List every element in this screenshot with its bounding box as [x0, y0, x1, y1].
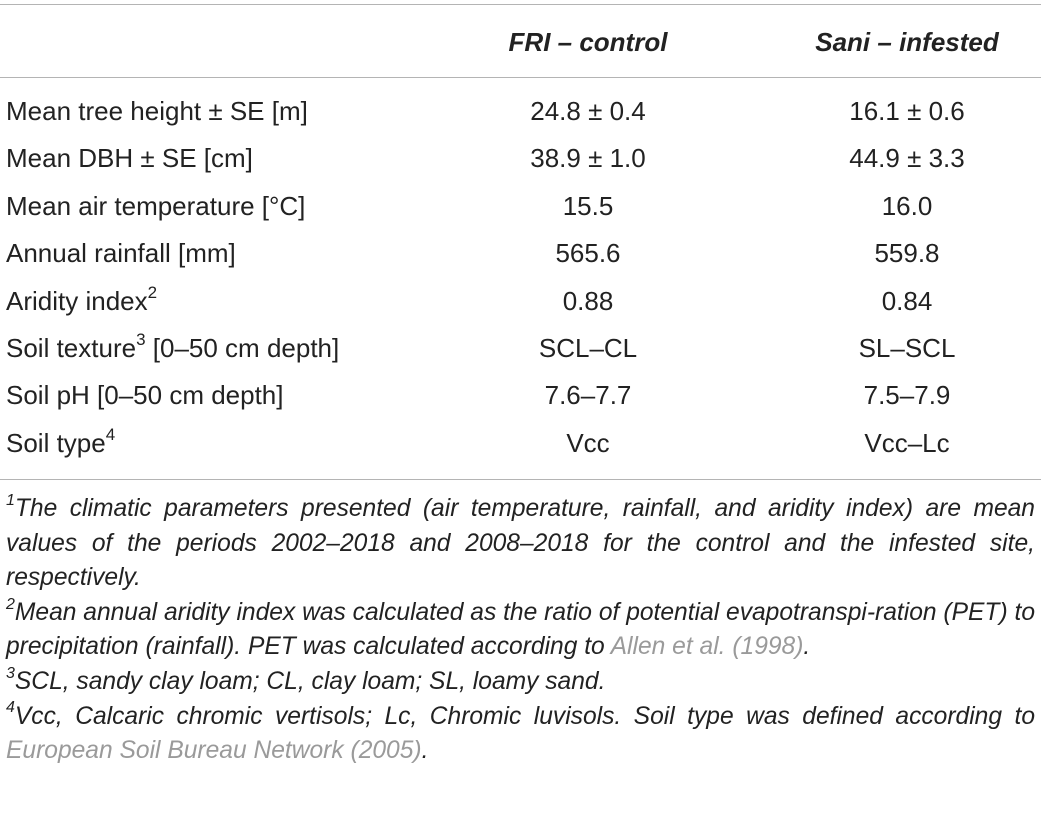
row-label: Soil pH [0–50 cm depth] [6, 380, 284, 411]
reference-link-esbn[interactable]: European Soil Bureau Network (2005) [6, 737, 422, 765]
cell-sani-infested: Vcc–Lc [864, 427, 950, 458]
row-label: Annual rainfall [mm] [6, 238, 236, 269]
footnote-3: 3SCL, sandy clay loam; CL, clay loam; SL… [6, 664, 606, 695]
row-label: Soil type4 [6, 425, 116, 458]
cell-sani-infested: 16.1 ± 0.6 [849, 96, 965, 126]
table-body: Mean tree height ± SE [m] 24.8 ± 0.4 16.… [0, 88, 1041, 467]
table-row: Mean tree height ± SE [m] 24.8 ± 0.4 16.… [0, 88, 1041, 135]
cell-fri-control: 565.6 [555, 238, 621, 269]
footnote-4: 4Vcc, Calcaric chromic vertisols; Lc, Ch… [6, 699, 1035, 765]
footnote-marker: 1 [6, 491, 15, 509]
footnote-marker: 2 [6, 595, 15, 613]
table-row: Aridity index2 0.88 0.84 [0, 278, 1041, 325]
footnote-2: 2Mean annual aridity index was calculate… [6, 595, 1035, 661]
table-row: Mean DBH ± SE [cm] 38.9 ± 1.0 44.9 ± 3.3 [0, 135, 1041, 182]
column-header-fri-control: FRI – control [508, 27, 668, 57]
cell-sani-infested: 0.84 [881, 285, 933, 316]
table-row: Annual rainfall [mm] 565.6 559.8 [0, 230, 1041, 277]
table-row: Soil pH [0–50 cm depth] 7.6–7.7 7.5–7.9 [0, 372, 1041, 419]
footnote-1: 1The climatic parameters presented (air … [6, 491, 1035, 592]
row-label: Soil texture3 [0–50 cm depth] [6, 330, 340, 363]
cell-sani-infested: SL–SCL [858, 332, 956, 363]
table-footnotes: 1The climatic parameters presented (air … [6, 492, 1035, 769]
table-row: Soil texture3 [0–50 cm depth] SCL–CL SL–… [0, 325, 1041, 372]
table-bottom-rule [0, 479, 1041, 480]
cell-fri-control: 38.9 ± 1.0 [530, 143, 646, 174]
cell-sani-infested: 559.8 [874, 238, 940, 269]
cell-sani-infested: 44.9 ± 3.3 [849, 143, 965, 174]
cell-fri-control: 0.88 [562, 285, 614, 316]
cell-fri-control: Vcc [566, 427, 610, 458]
table-row: Mean air temperature [°C] 15.5 16.0 [0, 183, 1041, 230]
cell-fri-control: 24.8 ± 0.4 [530, 96, 646, 126]
footnote-marker: 3 [6, 664, 15, 682]
row-label: Aridity index2 [6, 282, 158, 316]
cell-sani-infested: 16.0 [881, 190, 933, 221]
footnote-marker: 4 [6, 699, 15, 717]
table-top-rule [0, 4, 1041, 5]
table-row: Soil type4 Vcc Vcc–Lc [0, 420, 1041, 467]
row-label: Mean DBH ± SE [cm] [6, 143, 253, 174]
header-divider-rule [0, 77, 1041, 78]
cell-sani-infested: 7.5–7.9 [863, 380, 951, 411]
row-label: Mean air temperature [°C] [6, 190, 306, 221]
cell-fri-control: 7.6–7.7 [544, 380, 632, 411]
column-header-sani-infested: Sani – infested [815, 27, 999, 57]
row-label: Mean tree height ± SE [m] [6, 96, 308, 126]
cell-fri-control: 15.5 [562, 190, 614, 221]
cell-fri-control: SCL–CL [538, 332, 638, 363]
reference-link-allen[interactable]: Allen et al. (1998) [610, 633, 804, 661]
